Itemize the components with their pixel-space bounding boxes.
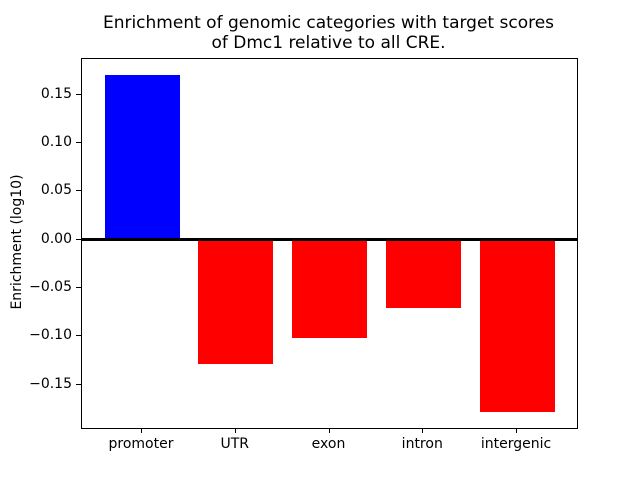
y-tick-label: 0.15	[40, 85, 72, 102]
y-tick-mark	[76, 93, 81, 95]
bar-intron	[385, 239, 461, 309]
x-tick-label-intergenic: intergenic	[480, 436, 552, 452]
y-tick-label: 0.10	[40, 134, 72, 151]
x-tick-label-UTR: UTR	[220, 436, 250, 452]
y-tick-mark	[76, 335, 81, 337]
y-tick-label: −0.05	[29, 278, 72, 295]
y-tick-label: 0.00	[40, 230, 72, 247]
y-tick-mark	[76, 383, 81, 385]
x-tick-mark	[516, 428, 517, 433]
y-tick-mark	[76, 190, 81, 192]
x-tick-mark	[422, 428, 424, 433]
x-tick-label-intron: intron	[401, 436, 443, 452]
y-tick-label: −0.15	[29, 375, 72, 392]
x-tick-mark	[141, 428, 142, 433]
plot-area	[81, 58, 578, 429]
y-tick-mark	[76, 142, 81, 144]
zero-line	[82, 238, 577, 242]
y-tick-mark	[76, 286, 81, 288]
bar-intergenic	[479, 239, 555, 412]
y-tick-label: −0.10	[29, 327, 72, 344]
x-tick-label-exon: exon	[311, 436, 346, 452]
x-tick-label-promoter: promoter	[108, 436, 174, 452]
y-tick-label: 0.05	[40, 182, 72, 199]
y-tick-mark	[76, 238, 81, 240]
bar-UTR	[198, 239, 274, 365]
x-tick-mark	[328, 428, 330, 433]
x-tick-mark	[234, 428, 236, 433]
chart-title: Enrichment of genomic categories with ta…	[102, 13, 555, 53]
bar-promoter	[104, 75, 180, 240]
bar-exon	[292, 239, 367, 339]
